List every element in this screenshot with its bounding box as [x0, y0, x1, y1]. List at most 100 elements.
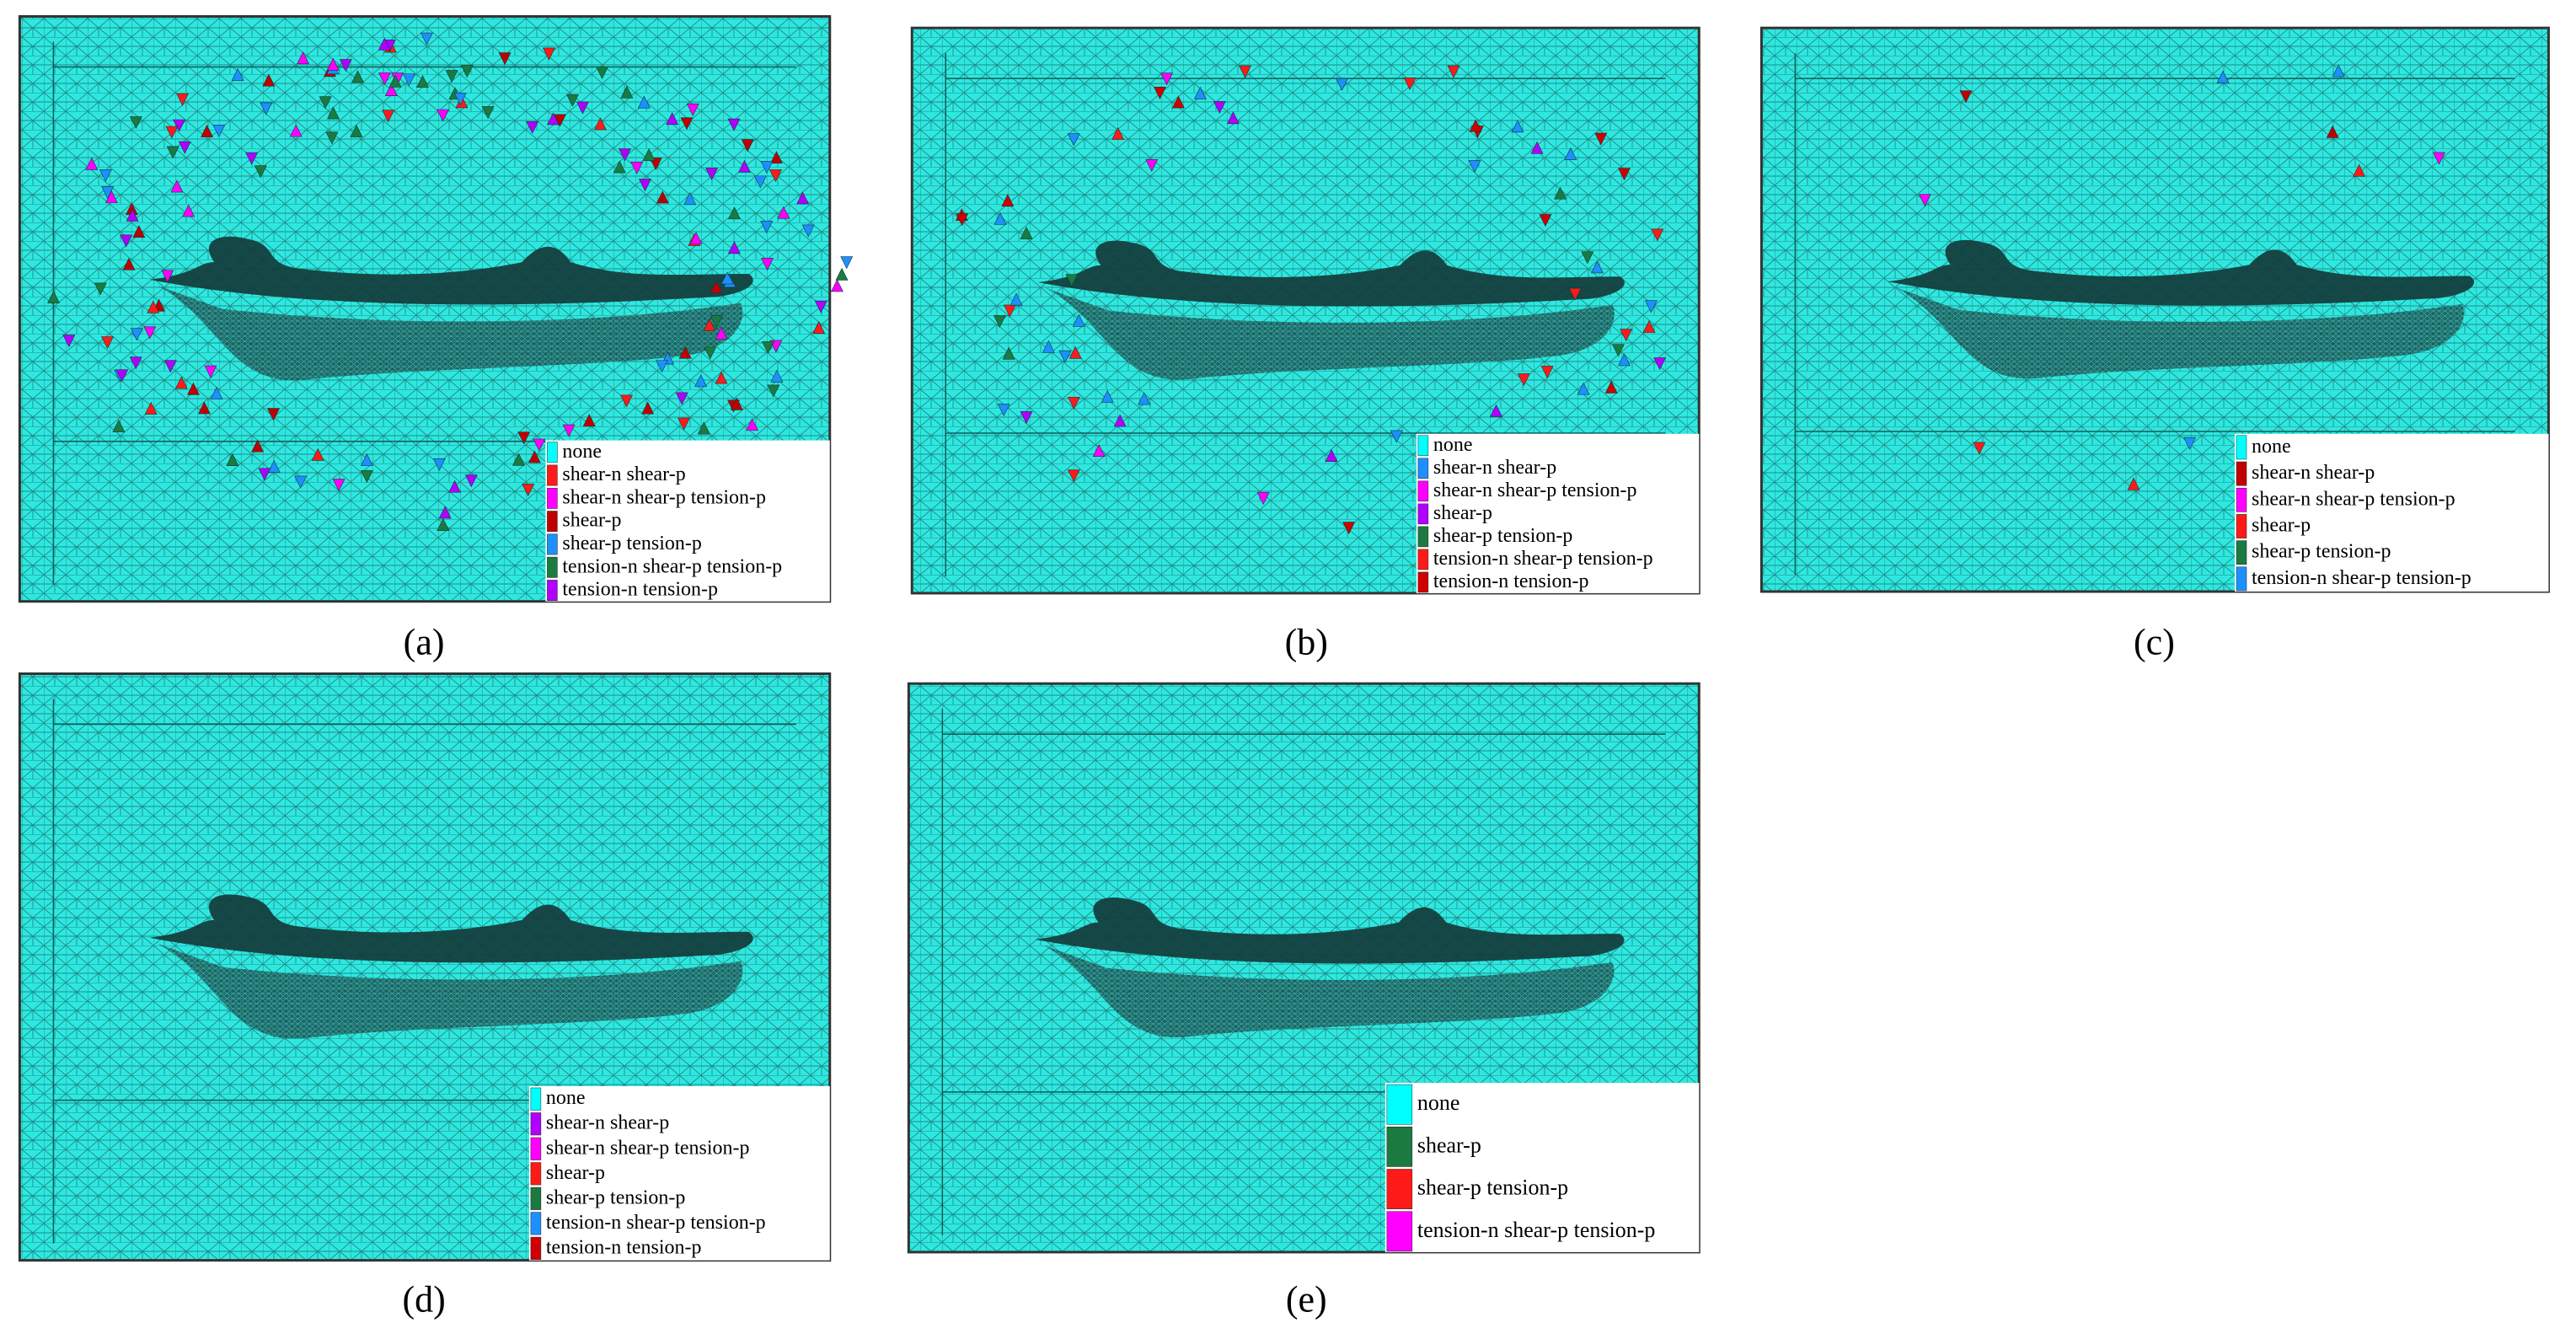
yield-element — [710, 315, 723, 329]
yield-element — [1160, 72, 1174, 86]
legend-swatch — [2236, 566, 2247, 592]
yield-element — [528, 450, 541, 463]
legend-swatch — [547, 511, 558, 533]
yield-element — [130, 328, 143, 341]
upper-body — [1887, 239, 2475, 306]
yield-element — [1010, 292, 1023, 306]
yield-element — [639, 179, 652, 192]
legend-box — [2235, 433, 2549, 592]
yield-element — [294, 475, 308, 489]
yield-element — [2216, 70, 2230, 83]
yield-element — [1113, 414, 1127, 427]
legend-swatch — [2236, 514, 2247, 538]
yield-element — [384, 83, 398, 97]
yield-element — [566, 94, 579, 107]
yield-element — [1325, 449, 1338, 462]
yield-element — [319, 96, 332, 110]
yield-element — [161, 270, 174, 283]
yield-element — [166, 146, 179, 159]
yield-element — [727, 241, 741, 254]
yield-element — [85, 157, 99, 170]
legend-swatch — [530, 1087, 542, 1111]
yield-element — [1618, 353, 1631, 367]
yield-element — [1469, 119, 1482, 132]
yield-element — [1517, 373, 1530, 387]
legend-swatch — [1386, 1211, 1413, 1252]
yield-element — [360, 470, 373, 484]
legend-label: shear-p tension-p — [1433, 525, 1572, 547]
yield-element — [1256, 492, 1270, 506]
yield-element — [715, 371, 728, 384]
yield-element — [231, 67, 244, 81]
yield-element — [1342, 522, 1356, 535]
yield-element — [1001, 194, 1015, 207]
yield-element — [728, 206, 741, 220]
yield-element — [420, 32, 433, 46]
yield-element — [1101, 389, 1114, 403]
yield-element — [686, 103, 699, 116]
mesh-frame — [1794, 53, 2515, 575]
yield-element — [835, 267, 849, 281]
yield-element — [694, 374, 708, 388]
legend-label: tension-n tension-p — [546, 1236, 702, 1258]
legend-swatch — [1417, 549, 1429, 570]
yield-element — [120, 234, 133, 248]
yield-element — [1067, 469, 1080, 483]
yield-element — [1092, 444, 1106, 458]
yield-element — [517, 431, 531, 445]
legend-swatch — [547, 442, 558, 463]
yield-element — [746, 418, 759, 431]
yield-element — [129, 116, 142, 130]
yield-element — [1959, 90, 1973, 104]
yield-element — [620, 85, 634, 99]
yield-element — [254, 165, 267, 179]
legend-swatch — [2236, 487, 2247, 512]
yield-element — [710, 280, 723, 293]
yield-element — [1336, 78, 1349, 91]
legend-label: shear-p — [1433, 502, 1492, 524]
yield-element — [251, 439, 265, 453]
yield-element — [436, 518, 450, 532]
yield-element — [94, 282, 107, 296]
yield-element — [432, 458, 446, 472]
yield-element — [101, 336, 115, 350]
yield-element — [147, 300, 160, 313]
yield-element — [62, 335, 76, 348]
legend-swatch — [530, 1212, 542, 1235]
panel-label: (c) — [2134, 621, 2175, 662]
yield-element — [1620, 329, 1633, 342]
yield-element — [326, 57, 340, 71]
legend-label: shear-p — [562, 510, 621, 532]
yield-element — [840, 256, 854, 270]
yield-element — [1973, 442, 1986, 455]
yield-element — [715, 326, 728, 340]
legend-swatch — [2236, 461, 2247, 486]
yield-element — [543, 47, 555, 61]
legend-label: shear-p tension-p — [1417, 1176, 1568, 1200]
legend-swatch — [2236, 540, 2247, 565]
yield-element — [705, 168, 719, 181]
yield-element — [327, 106, 340, 120]
yield-element — [260, 102, 273, 115]
yield-element — [226, 453, 239, 466]
yield-element — [1067, 133, 1080, 147]
yield-element — [956, 213, 969, 227]
yield-element — [1511, 120, 1524, 133]
legend-label: tension-n shear-p tension-p — [1417, 1218, 1656, 1242]
yield-element — [1539, 214, 1552, 228]
legend-swatch — [530, 1236, 542, 1260]
legend-label: shear-n shear-p tension-p — [546, 1137, 750, 1159]
yield-element — [1568, 287, 1582, 301]
legend-label: none — [546, 1087, 586, 1109]
legend-label: shear-n shear-p — [2252, 462, 2375, 484]
yield-element — [2332, 64, 2345, 78]
yield-element — [769, 169, 782, 183]
yield-element — [267, 408, 281, 421]
legend-swatch — [1417, 503, 1429, 525]
yield-element — [683, 192, 697, 206]
legend-label: tension-n tension-p — [562, 579, 718, 601]
yield-element — [1153, 87, 1166, 100]
yield-element — [350, 124, 363, 137]
legend-label: shear-p — [546, 1162, 605, 1184]
